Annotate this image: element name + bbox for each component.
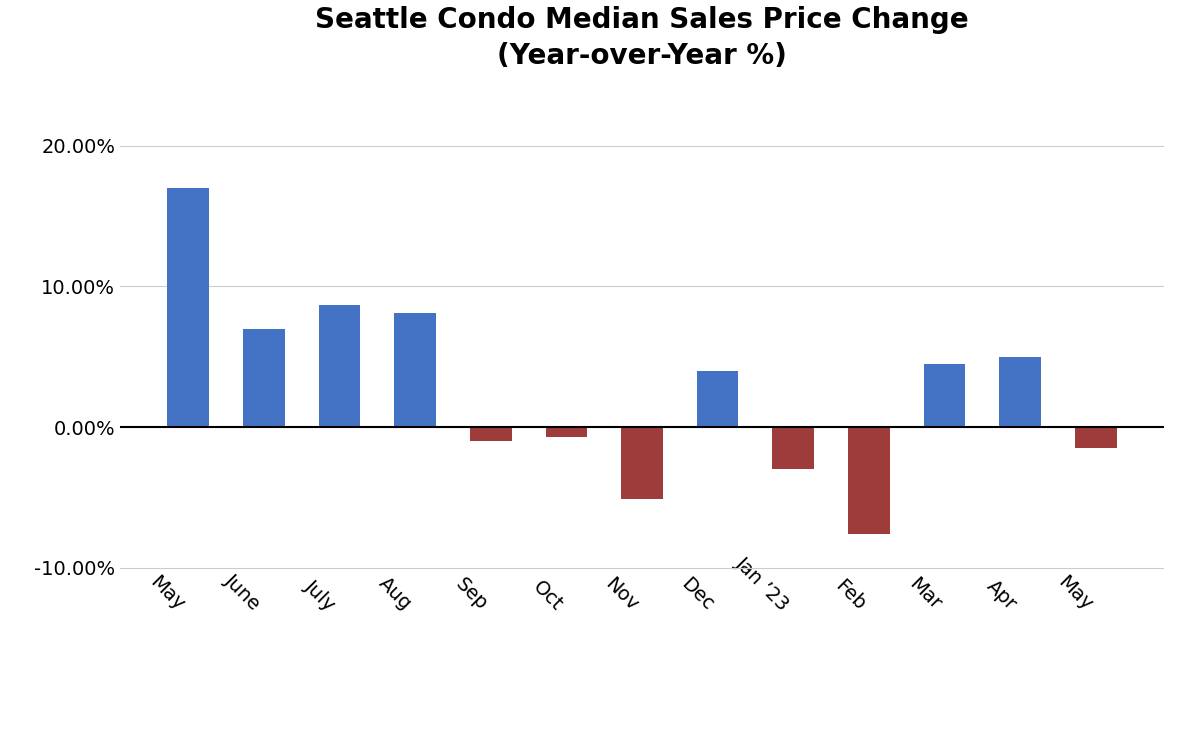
Bar bbox=[924, 364, 965, 427]
Bar bbox=[697, 371, 738, 427]
Bar bbox=[773, 427, 814, 469]
Bar bbox=[1000, 357, 1040, 427]
Bar bbox=[319, 305, 360, 427]
Bar bbox=[1075, 427, 1116, 448]
Bar bbox=[848, 427, 889, 534]
Bar bbox=[395, 313, 436, 427]
Bar bbox=[168, 188, 209, 427]
Bar bbox=[622, 427, 662, 499]
Bar bbox=[244, 329, 284, 427]
Bar bbox=[470, 427, 511, 441]
Title: Seattle Condo Median Sales Price Change
(Year-over-Year %): Seattle Condo Median Sales Price Change … bbox=[316, 6, 968, 70]
Bar bbox=[546, 427, 587, 437]
